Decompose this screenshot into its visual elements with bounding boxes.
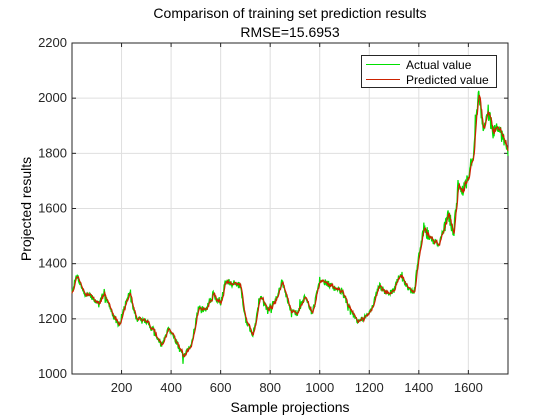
legend-swatch-predicted — [366, 79, 400, 80]
legend-entry-predicted: Predicted value — [366, 72, 489, 87]
legend-entry-actual: Actual value — [366, 57, 471, 72]
x-tick-label: 800 — [259, 380, 281, 395]
legend-swatch-actual — [366, 64, 400, 65]
x-tick-label: 1600 — [454, 380, 483, 395]
y-tick-label: 1000 — [38, 366, 67, 381]
y-tick-label: 1400 — [38, 256, 67, 271]
y-tick-label: 1600 — [38, 201, 67, 216]
legend-label-predicted: Predicted value — [406, 72, 489, 87]
x-tick-label: 200 — [111, 380, 133, 395]
y-tick-label: 1200 — [38, 311, 67, 326]
legend-label-actual: Actual value — [406, 57, 472, 72]
x-tick-label: 1000 — [305, 380, 334, 395]
y-tick-label: 2000 — [38, 90, 67, 105]
x-tick-label: 1200 — [355, 380, 384, 395]
chart-title: Comparison of training set prediction re… — [153, 5, 427, 21]
series-line-actual — [71, 90, 509, 364]
y-tick-label: 1800 — [38, 145, 67, 160]
x-axis-label: Sample projections — [230, 399, 350, 415]
legend: Actual value Predicted value — [361, 55, 497, 88]
x-tick-label: 400 — [160, 380, 182, 395]
chart-subtitle: RMSE=15.6953 — [240, 24, 340, 40]
x-tick-label: 600 — [210, 380, 232, 395]
y-axis-label: Projected results — [18, 156, 34, 262]
y-tick-label: 2200 — [38, 35, 67, 50]
x-tick-label: 1400 — [404, 380, 433, 395]
series-line-predicted — [71, 94, 509, 358]
